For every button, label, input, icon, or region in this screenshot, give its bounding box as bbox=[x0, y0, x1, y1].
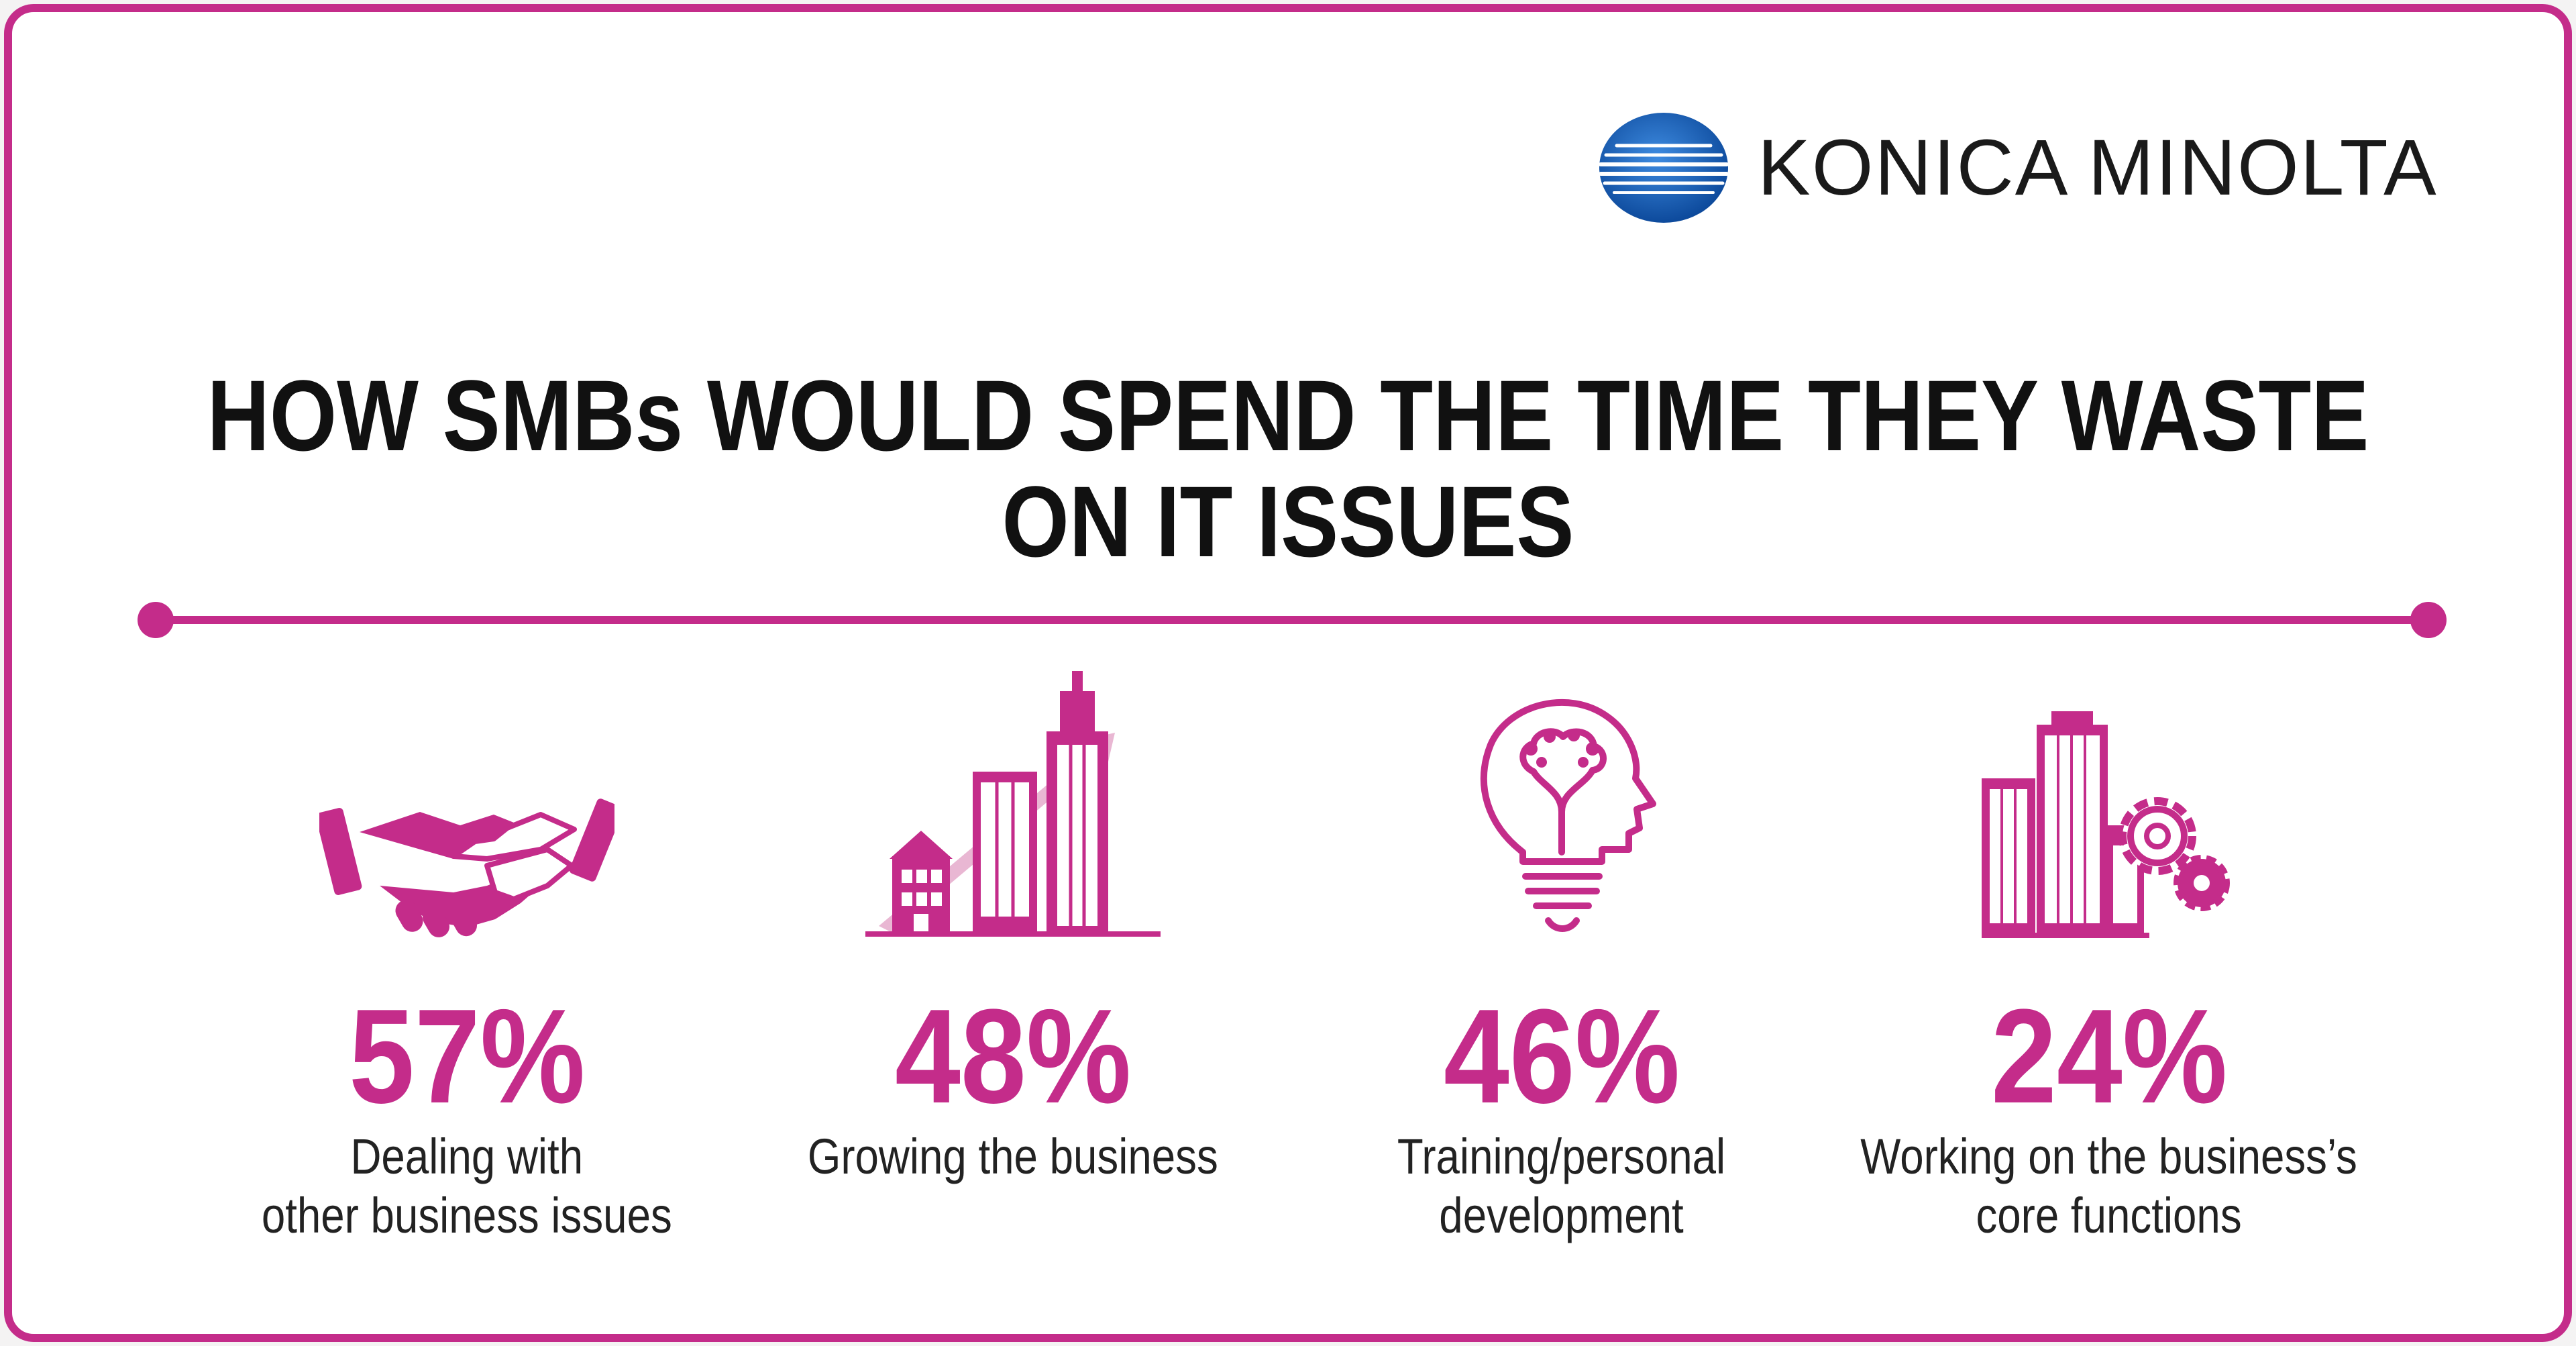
stat-label: Growing the business bbox=[808, 1127, 1218, 1186]
divider-dot-right bbox=[2410, 602, 2447, 638]
stat-value: 46% bbox=[1443, 982, 1680, 1131]
page-title: HOW SMBs WOULD SPEND THE TIME THEY WASTE… bbox=[180, 362, 2396, 574]
stat-label-line-1: Training/personal bbox=[1397, 1129, 1726, 1184]
stat-label-line-1: Dealing with bbox=[350, 1129, 584, 1184]
stat-label-line-2: core functions bbox=[1976, 1188, 2243, 1243]
title-line-1: HOW SMBs WOULD SPEND THE TIME THEY WASTE bbox=[207, 359, 2369, 472]
konica-minolta-logo: KONICA MINOLTA bbox=[1597, 107, 2438, 228]
stat-label: Dealing with other business issues bbox=[262, 1127, 672, 1245]
globe-logo-icon bbox=[1599, 113, 1729, 223]
stat-dealing-with-issues: 57% Dealing with other business issues bbox=[192, 658, 742, 1245]
stat-training: 46% Training/personal development bbox=[1287, 658, 1837, 1245]
stat-core-functions: 24% Working on the business’s core funct… bbox=[1834, 658, 2384, 1245]
stat-label-line-1: Working on the business’s bbox=[1860, 1129, 2358, 1184]
stat-label-line-2: other business issues bbox=[262, 1188, 672, 1243]
stat-label-line-1: Growing the business bbox=[808, 1129, 1218, 1184]
buildings-gears-icon bbox=[1955, 658, 2263, 939]
growing-buildings-icon bbox=[859, 658, 1167, 939]
title-line-2: ON IT ISSUES bbox=[1002, 465, 1574, 578]
stat-label: Training/personal development bbox=[1397, 1127, 1725, 1245]
brand-name: KONICA MINOLTA bbox=[1758, 123, 2438, 212]
stat-value: 57% bbox=[348, 982, 586, 1131]
stat-growing-business: 48% Growing the business bbox=[738, 658, 1288, 1186]
handshake-icon bbox=[313, 658, 621, 939]
lightbulb-head-icon bbox=[1407, 658, 1716, 939]
divider-line bbox=[154, 616, 2428, 624]
stat-label-line-2: development bbox=[1439, 1188, 1684, 1243]
stat-label: Working on the business’s core functions bbox=[1861, 1127, 2358, 1245]
stat-value: 24% bbox=[1990, 982, 2228, 1131]
infographic-card bbox=[4, 4, 2572, 1342]
stat-value: 48% bbox=[894, 982, 1132, 1131]
